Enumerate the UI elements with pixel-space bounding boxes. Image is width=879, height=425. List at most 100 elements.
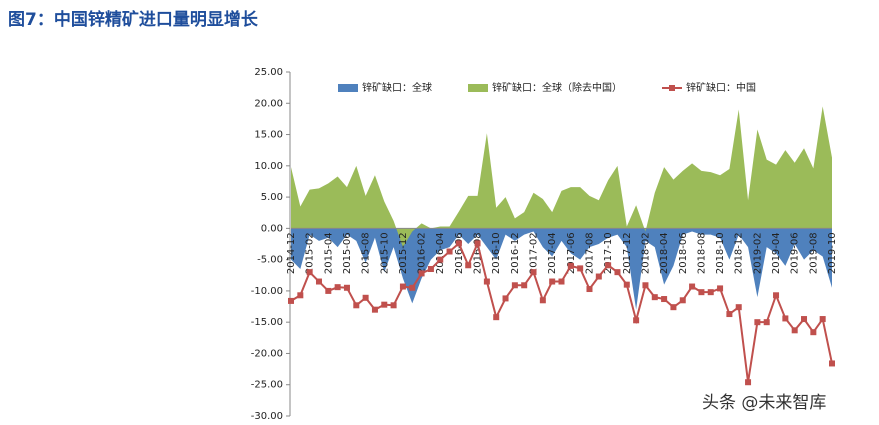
marker <box>418 270 425 277</box>
marker <box>493 314 500 321</box>
y-tick-label: 15.00 <box>254 130 283 141</box>
x-tick-label: 2016-04 <box>435 232 446 274</box>
x-tick-label: 2015-10 <box>379 232 390 274</box>
legend-swatch <box>338 84 358 92</box>
marker <box>745 379 752 386</box>
x-tick-label: 2016-06 <box>454 232 465 274</box>
marker <box>633 317 640 324</box>
y-tick-label: -25.00 <box>251 380 283 391</box>
x-tick-label: 2016-08 <box>473 232 484 274</box>
y-tick-label: -20.00 <box>251 348 283 359</box>
y-tick-label: 0.00 <box>261 223 283 234</box>
marker <box>558 278 565 285</box>
line <box>290 240 833 383</box>
marker <box>801 316 808 323</box>
marker <box>679 297 686 304</box>
y-tick-label: 10.00 <box>254 161 283 172</box>
marker <box>651 294 658 301</box>
y-tick-label: 5.00 <box>261 192 283 203</box>
marker <box>670 304 677 311</box>
x-tick-label: 2018-08 <box>696 232 707 274</box>
legend-label: 锌矿缺口：全球（除去中国） <box>492 81 622 94</box>
x-tick-label: 2016-02 <box>417 232 428 274</box>
x-tick-label: 2019-10 <box>827 232 838 274</box>
marker <box>511 282 518 289</box>
marker <box>483 278 490 285</box>
y-tick-label: -30.00 <box>251 411 283 422</box>
marker <box>521 282 528 289</box>
marker <box>810 329 817 336</box>
x-tick-label: 2015-04 <box>323 232 334 274</box>
marker <box>315 278 322 285</box>
marker <box>297 292 304 299</box>
marker <box>577 265 584 272</box>
x-tick-label: 2015-12 <box>398 232 409 274</box>
x-tick-label: 2015-02 <box>305 232 316 274</box>
marker <box>465 262 472 269</box>
x-tick-label: 2018-12 <box>734 232 745 274</box>
x-tick-label: 2017-06 <box>566 232 577 274</box>
marker <box>763 319 770 326</box>
marker <box>707 289 714 296</box>
marker <box>829 360 835 367</box>
marker <box>595 273 602 280</box>
x-tick-label: 2017-04 <box>547 232 558 274</box>
x-tick-label: 2017-10 <box>603 232 614 274</box>
marker <box>427 266 434 273</box>
y-tick-label: 25.00 <box>254 67 283 78</box>
marker <box>353 302 360 309</box>
x-tick-label: 2017-08 <box>584 232 595 274</box>
x-tick-label: 2019-06 <box>790 232 801 274</box>
x-tick-label: 2019-08 <box>808 232 819 274</box>
marker <box>661 296 668 303</box>
chart-title: 图7：中国锌精矿进口量明显增长 <box>8 9 259 30</box>
marker <box>689 283 696 290</box>
y-tick-label: -10.00 <box>251 286 283 297</box>
marker <box>343 284 350 291</box>
marker <box>399 283 406 290</box>
marker <box>288 297 294 304</box>
marker <box>717 285 724 292</box>
marker <box>362 294 369 301</box>
marker <box>455 240 462 247</box>
marker <box>437 256 444 263</box>
marker <box>726 311 733 318</box>
marker <box>306 269 313 276</box>
legend-swatch <box>669 85 675 91</box>
x-tick-label: 2016-10 <box>491 232 502 274</box>
legend-label: 锌矿缺口：全球 <box>362 81 432 94</box>
marker <box>567 262 574 269</box>
x-tick-label: 2018-06 <box>678 232 689 274</box>
marker <box>409 284 416 291</box>
area <box>291 228 832 310</box>
x-tick-label: 2015-06 <box>342 232 353 274</box>
marker <box>371 306 378 313</box>
y-tick-label: -15.00 <box>251 317 283 328</box>
marker <box>614 269 621 276</box>
marker <box>623 281 630 288</box>
marker <box>381 301 388 308</box>
marker <box>474 240 481 247</box>
marker <box>773 292 780 299</box>
marker <box>549 278 556 285</box>
legend-label: 锌矿缺口：中国 <box>686 81 756 94</box>
marker <box>735 304 742 311</box>
y-tick-label: 20.00 <box>254 98 283 109</box>
marker <box>754 319 761 326</box>
marker <box>530 269 537 276</box>
area <box>291 106 832 248</box>
marker <box>791 327 798 334</box>
marker <box>698 289 705 296</box>
x-tick-label: 2017-02 <box>529 232 540 274</box>
x-tick-label: 2019-02 <box>752 232 763 274</box>
x-tick-label: 2014-12 <box>286 232 297 274</box>
marker <box>782 315 789 322</box>
legend-swatch <box>468 84 488 92</box>
marker <box>642 282 649 289</box>
marker <box>819 316 826 323</box>
x-tick-label: 2018-04 <box>659 232 670 274</box>
marker <box>446 248 453 255</box>
x-tick-label: 2019-04 <box>771 232 782 274</box>
marker <box>334 284 341 291</box>
